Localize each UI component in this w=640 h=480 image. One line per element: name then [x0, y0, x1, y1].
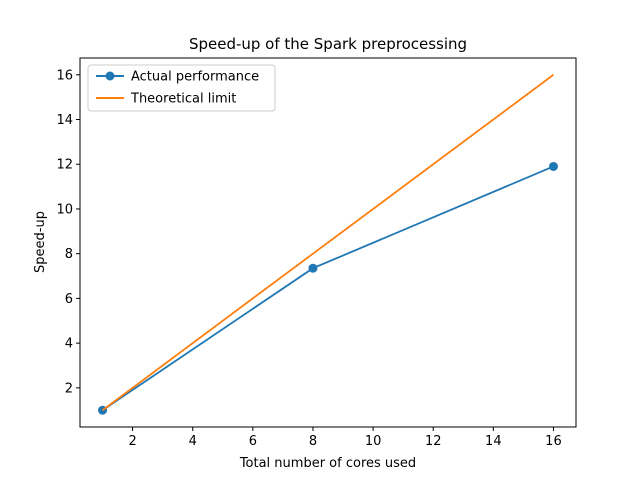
chart-title: Speed-up of the Spark preprocessing [189, 35, 467, 53]
legend-marker-actual-performance [105, 71, 115, 81]
x-tick-label-6: 6 [249, 434, 257, 449]
x-tick-label-12: 12 [425, 434, 442, 449]
x-tick-label-16: 16 [545, 434, 562, 449]
y-tick-label-10: 10 [56, 202, 73, 217]
legend-box [87, 64, 276, 112]
x-tick-label-14: 14 [485, 434, 502, 449]
y-axis-ticks: 2 4 6 8 10 12 14 16 [56, 68, 80, 396]
x-tick-label-2: 2 [128, 434, 136, 449]
y-tick-label-2: 2 [65, 381, 73, 396]
x-tick-label-10: 10 [365, 434, 382, 449]
y-axis-label: Speed-up [33, 211, 48, 273]
y-tick-label-14: 14 [56, 113, 73, 128]
plot-area: 2 4 6 8 10 12 14 16 2 4 6 8 10 12 14 16 [56, 57, 577, 449]
legend-label-actual-performance: Actual performance [131, 70, 259, 85]
x-axis-ticks: 2 4 6 8 10 12 14 16 [128, 427, 562, 449]
x-tick-label-4: 4 [189, 434, 197, 449]
y-tick-label-8: 8 [65, 247, 73, 262]
y-tick-label-12: 12 [56, 158, 73, 173]
series-line-theoretical-limit [102, 74, 554, 411]
series-layer [98, 74, 558, 415]
x-tick-label-8: 8 [309, 434, 317, 449]
x-axis-label: Total number of cores used [239, 456, 416, 471]
data-point-actual-performance-8 [308, 263, 318, 273]
y-tick-label-6: 6 [65, 292, 73, 307]
y-tick-label-16: 16 [56, 68, 73, 83]
y-tick-label-4: 4 [65, 337, 73, 352]
legend-label-theoretical-limit: Theoretical limit [130, 92, 236, 107]
data-point-actual-performance-16 [548, 161, 558, 171]
legend: Actual performance Theoretical limit [87, 64, 276, 112]
